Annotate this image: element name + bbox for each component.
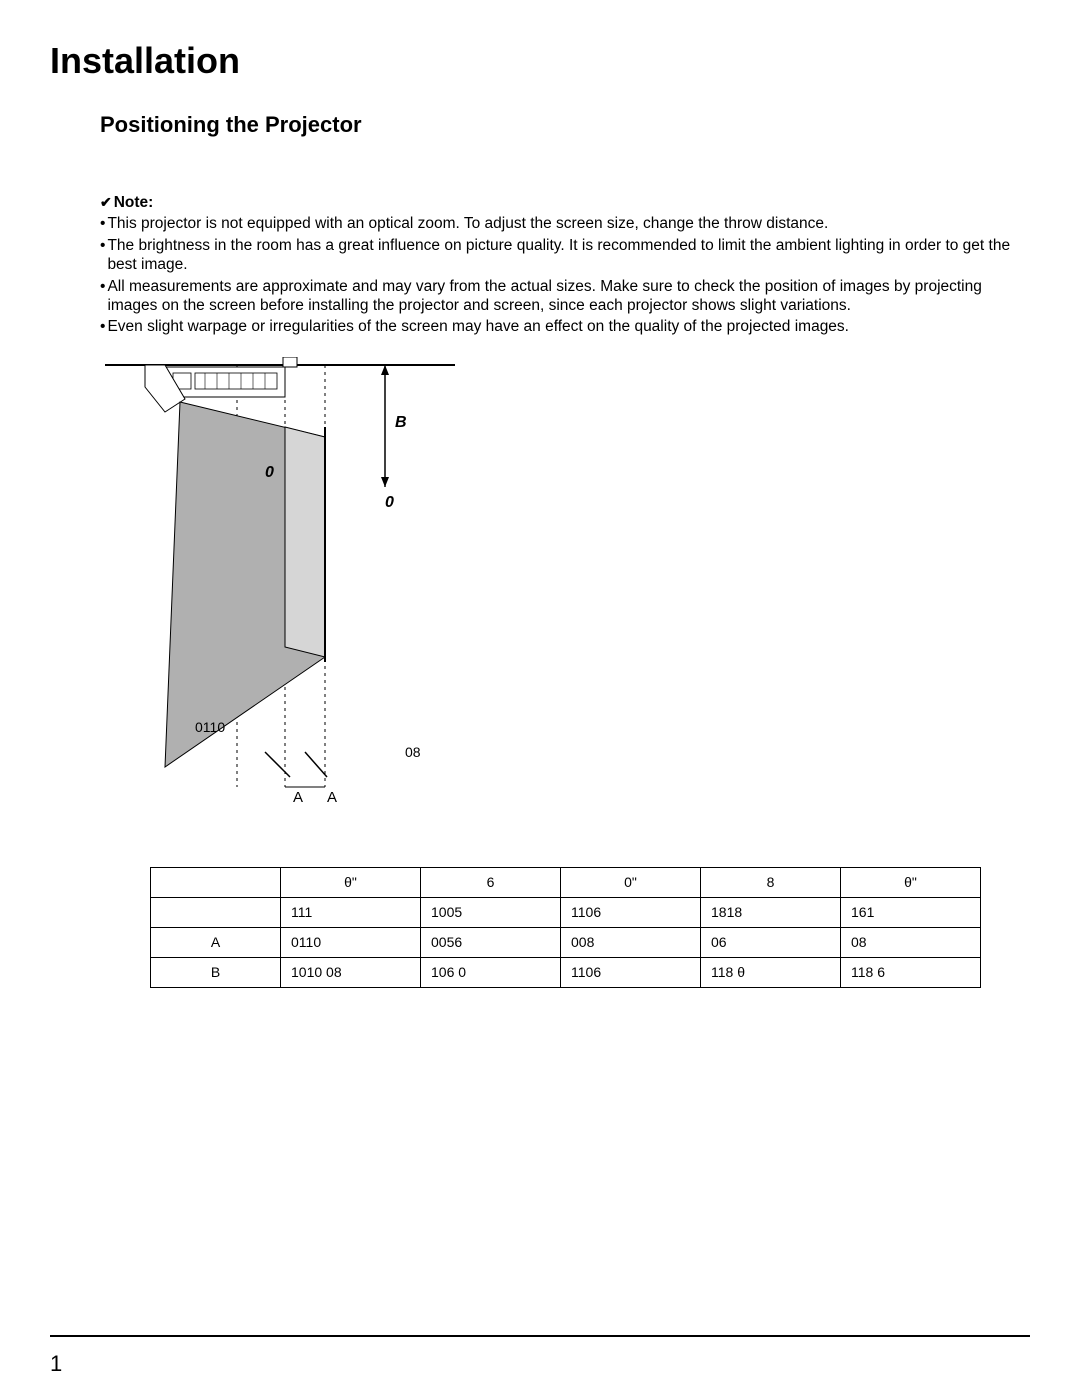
table-row: θ" 6 0" 8 θ" [151, 867, 981, 897]
projection-diagram: B 0 0 0110 08 A A [105, 357, 1030, 817]
page-title: Installation [50, 40, 1030, 82]
note-label: Note: [100, 193, 1020, 212]
table-row: 111 1005 1106 1818 161 [151, 897, 981, 927]
note-bullet: All measurements are approximate and may… [100, 277, 1020, 316]
note-bullet: This projector is not equipped with an o… [100, 214, 1020, 233]
table-row: B 1010 08 106 0 1106 118 θ 118 6 [151, 957, 981, 987]
diagram-label-a2: A [327, 789, 337, 806]
page-number: 1 [50, 1351, 62, 1377]
diagram-label-b: B [395, 414, 407, 431]
table-row: A 0110 0056 008 06 08 [151, 927, 981, 957]
diagram-label-0110: 0110 [195, 719, 225, 735]
footer-rule [50, 1335, 1030, 1337]
projection-table: θ" 6 0" 8 θ" 111 1005 1106 1818 161 A 01… [150, 867, 1030, 988]
diagram-label-08: 08 [405, 744, 421, 760]
diagram-label-a1: A [293, 789, 303, 806]
diagram-label-zero-right: 0 [385, 494, 394, 511]
diagram-label-zero-left: 0 [265, 464, 274, 481]
section-title: Positioning the Projector [100, 112, 1030, 138]
note-bullet: Even slight warpage or irregularities of… [100, 317, 1020, 336]
note-bullet: The brightness in the room has a great i… [100, 236, 1020, 275]
note-block: Note: This projector is not equipped wit… [100, 193, 1020, 337]
